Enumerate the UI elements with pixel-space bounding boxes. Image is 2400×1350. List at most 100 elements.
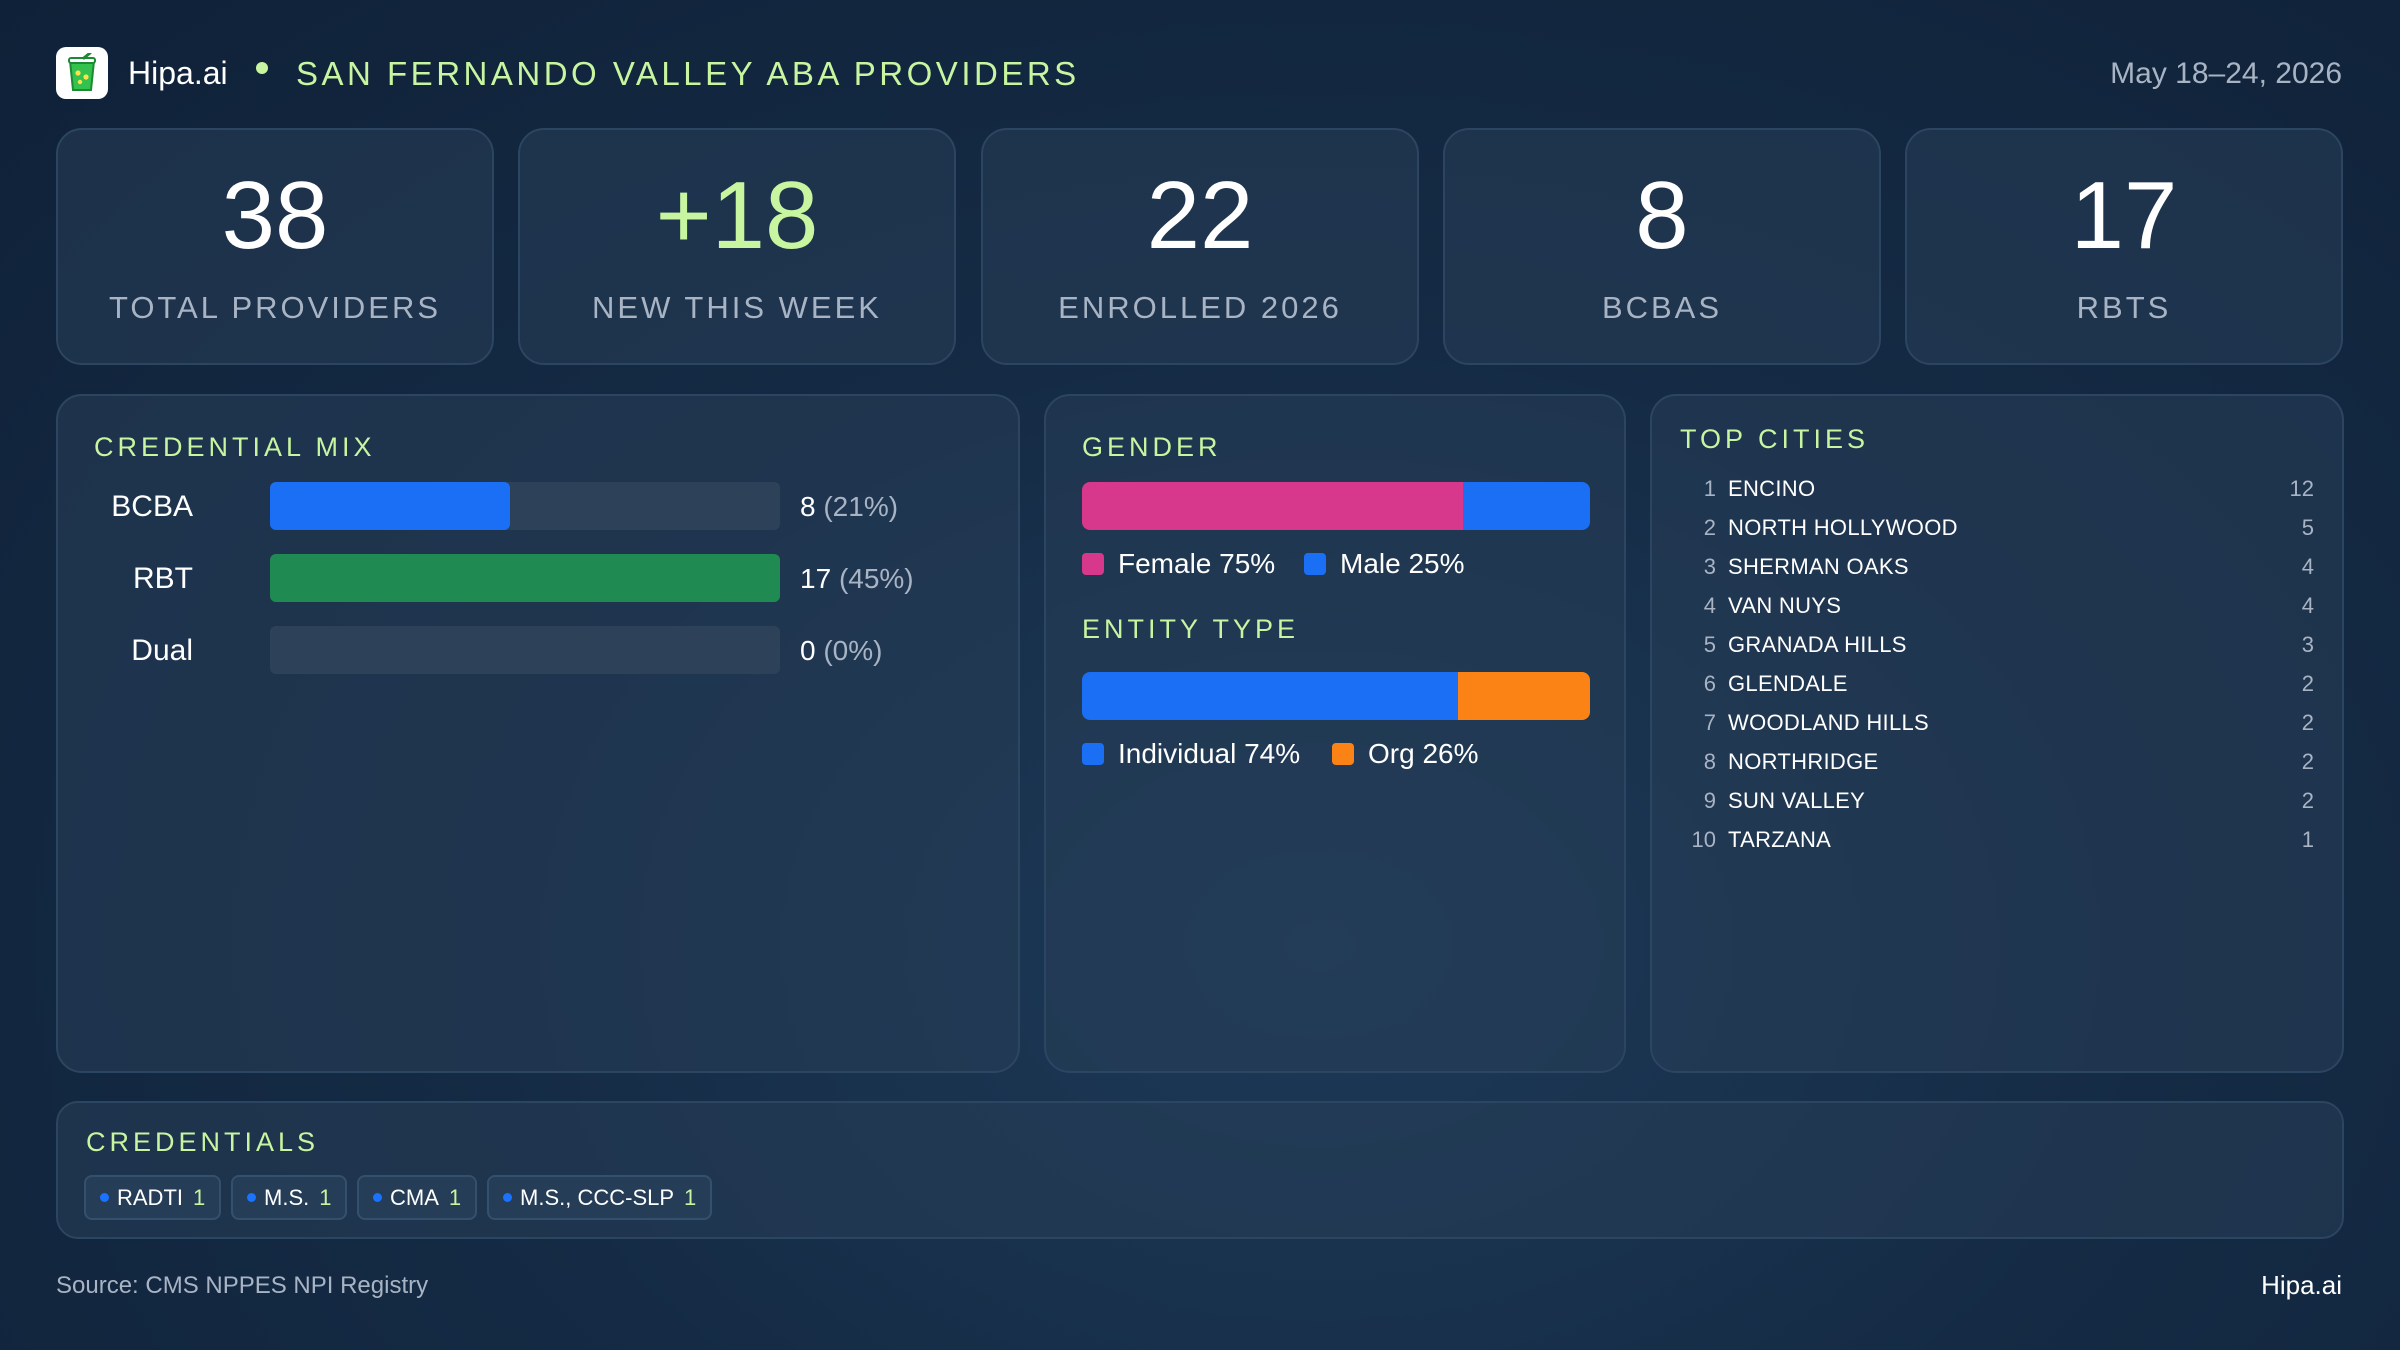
chip-count: 1 [448, 1184, 462, 1210]
separator-dot [256, 62, 268, 74]
stat-label: BCBAS [1601, 290, 1723, 325]
mix-count: 0 [800, 635, 816, 666]
city-rank: 7 [1703, 710, 1716, 735]
chip-label: CMA [390, 1184, 439, 1210]
chip-dot [503, 1193, 512, 1202]
chip-label: M.S., CCC-SLP [520, 1184, 675, 1210]
mix-pct: (0%) [823, 635, 883, 666]
mix-value-bcba: 8 (21%) [800, 491, 898, 523]
section-title-entity: ENTITY TYPE [1082, 614, 1300, 644]
stat-label: RBTS [2076, 290, 2172, 325]
city-row: 2 NORTH HOLLYWOOD 5 [1680, 515, 2314, 545]
legend-label: Male 25% [1340, 548, 1465, 579]
mix-label-bcba: BCBA [111, 490, 193, 523]
city-name: GRANADA HILLS [1728, 632, 1907, 657]
legend-female: Female 75% [1082, 548, 1275, 580]
legend-label: Org 26% [1368, 738, 1479, 769]
entity-bar [1082, 672, 1590, 720]
top-cities-panel: TOP CITIES 1 ENCINO 12 2 NORTH HOLLYWOOD 5 3 SH… [1650, 394, 2344, 1073]
city-rank: 5 [1703, 632, 1716, 657]
stat-value: 38 [221, 162, 329, 269]
legend-individual: Individual 74% [1082, 738, 1300, 770]
city-name: ENCINO [1728, 476, 1816, 501]
city-rank: 1 [1703, 476, 1716, 501]
city-rank: 9 [1703, 788, 1716, 813]
chip-count: 1 [319, 1184, 332, 1210]
stat-card-new-this-week: +18 NEW THIS WEEK [518, 128, 956, 365]
city-count: 2 [2301, 788, 2314, 813]
stat-value: 8 [1635, 162, 1689, 269]
stat-card-rbts: 17 RBTS [1905, 128, 2343, 365]
mix-bar-bcba [270, 482, 780, 530]
legend-org: Org 26% [1332, 738, 1479, 770]
stat-card-bcbas: 8 BCBAS [1443, 128, 1881, 365]
stat-value: +18 [655, 162, 819, 269]
city-row: 1 ENCINO 12 [1680, 476, 2314, 506]
section-title: CREDENTIALS [86, 1127, 320, 1157]
data-source: Source: CMS NPPES NPI Registry [56, 1272, 429, 1299]
city-count: 3 [2301, 632, 2314, 657]
city-row: 9 SUN VALLEY 2 [1680, 788, 2314, 818]
city-name: GLENDALE [1728, 671, 1848, 696]
demographics-panel: GENDER Female 75% Male 25% ENTITY TYPE I… [1044, 394, 1626, 1073]
city-rank: 6 [1703, 671, 1716, 696]
legend-swatch [1304, 553, 1326, 575]
mix-bar-fill [270, 554, 780, 602]
city-count: 4 [2301, 554, 2314, 579]
brand-name: Hipa.ai [128, 55, 228, 91]
logo [56, 47, 108, 99]
city-count: 5 [2301, 515, 2314, 540]
city-count: 1 [2301, 827, 2314, 852]
city-row: 6 GLENDALE 2 [1680, 671, 2314, 701]
credential-chip: RADTI 1 [84, 1175, 222, 1220]
section-title: TOP CITIES [1680, 424, 1870, 454]
footer-brand: Hipa.ai [2261, 1270, 2342, 1300]
credential-chip: M.S., CCC-SLP 1 [487, 1175, 713, 1220]
city-row: 5 GRANADA HILLS 3 [1680, 632, 2314, 662]
mix-pct: (45%) [838, 563, 914, 594]
stat-value: 17 [2070, 162, 2178, 269]
stat-label: TOTAL PROVIDERS [108, 290, 442, 325]
legend-swatch [1082, 553, 1104, 575]
chip-label: RADTI [117, 1184, 183, 1210]
credential-chip: M.S. 1 [231, 1175, 348, 1220]
mix-label-rbt: RBT [133, 562, 193, 595]
date-range: May 18–24, 2026 [2110, 57, 2342, 90]
stat-card-total-providers: 38 TOTAL PROVIDERS [56, 128, 494, 365]
drink-cup-icon [68, 53, 96, 91]
gender-segment-female [1082, 482, 1463, 530]
gender-bar [1082, 482, 1590, 530]
entity-segment-individual [1082, 672, 1458, 720]
entity-segment-org [1457, 672, 1590, 720]
legend-male: Male 25% [1304, 548, 1465, 580]
gender-segment-male [1463, 482, 1590, 530]
city-rank: 4 [1703, 593, 1716, 618]
city-row: 8 NORTHRIDGE 2 [1680, 749, 2314, 779]
mix-bar-dual [270, 626, 780, 674]
city-row: 4 VAN NUYS 4 [1680, 593, 2314, 623]
stat-card-enrolled: 22 ENROLLED 2026 [981, 128, 1419, 365]
city-count: 2 [2301, 710, 2314, 735]
credential-chip: CMA 1 [357, 1175, 478, 1220]
chip-dot [100, 1193, 109, 1202]
mix-label-dual: Dual [131, 634, 193, 667]
city-row: 3 SHERMAN OAKS 4 [1680, 554, 2314, 584]
city-rank: 2 [1703, 515, 1716, 540]
legend-swatch [1332, 743, 1354, 765]
legend-swatch [1082, 743, 1104, 765]
chip-label: M.S. [264, 1184, 310, 1210]
city-name: NORTHRIDGE [1728, 749, 1879, 774]
legend-label: Female 75% [1118, 548, 1276, 579]
chip-count: 1 [193, 1184, 206, 1210]
city-name: SHERMAN OAKS [1728, 554, 1909, 579]
mix-bar-rbt [270, 554, 780, 602]
city-rank: 10 [1691, 827, 1716, 852]
city-name: VAN NUYS [1728, 593, 1842, 618]
stat-value: 22 [1146, 162, 1254, 269]
city-name: SUN VALLEY [1728, 788, 1866, 813]
credential-mix-panel: CREDENTIAL MIX BCBA 8 (21%) RBT 17 (45%)… [56, 394, 1020, 1073]
mix-pct: (21%) [823, 491, 899, 522]
city-row: 10 TARZANA 1 [1680, 827, 2314, 857]
city-count: 2 [2301, 749, 2314, 774]
city-row: 7 WOODLAND HILLS 2 [1680, 710, 2314, 740]
